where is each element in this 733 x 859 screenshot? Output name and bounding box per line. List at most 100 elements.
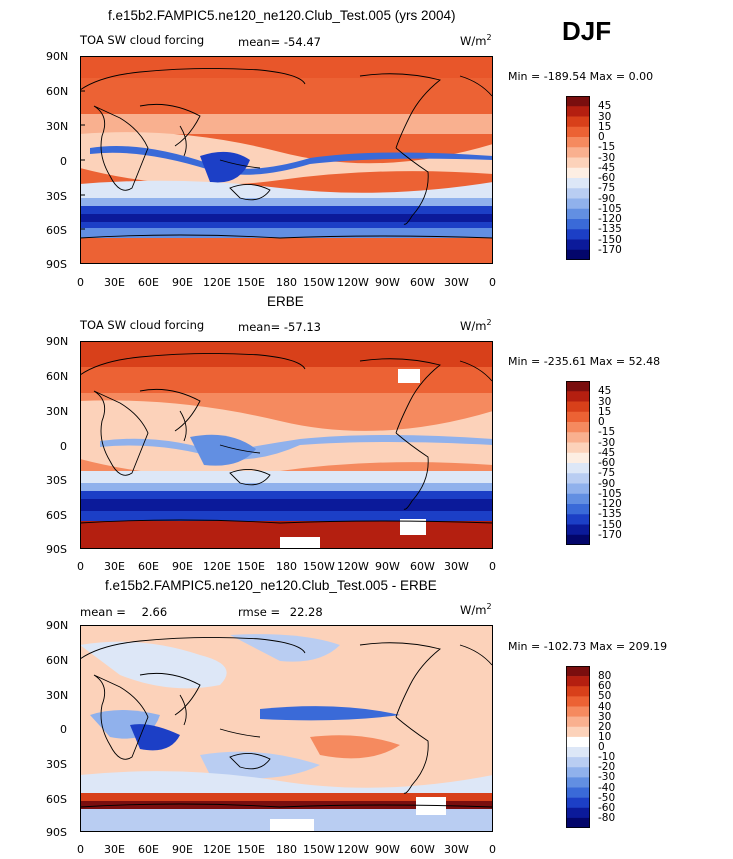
colorbar-frame xyxy=(566,96,590,260)
p2-lat-eq: 0 xyxy=(60,440,67,453)
p2-lon-120e: 120E xyxy=(203,560,231,573)
tropics-band xyxy=(80,400,493,476)
colorbar-swatch xyxy=(566,686,590,697)
units-exponent: 2 xyxy=(486,602,492,611)
colorbar-level-label: -15 xyxy=(598,141,616,154)
colorbar-level-label: -30 xyxy=(598,771,616,784)
p1-lat-30n: 30N xyxy=(46,120,69,133)
colorbar-level-label: -75 xyxy=(598,182,616,195)
storm-track-core xyxy=(80,499,493,511)
p1-lat-30s: 30S xyxy=(46,190,67,203)
panel2-colorbar xyxy=(566,381,590,545)
p1-lon-30e: 30E xyxy=(104,276,125,289)
p3-lon-60w: 60W xyxy=(410,843,435,856)
map-frame xyxy=(80,341,493,549)
panel1-range: Min = -189.54 Max = 0.00 xyxy=(508,70,654,83)
panel3-colorbar-swatches xyxy=(566,666,590,828)
p3-lon-150e: 150E xyxy=(237,843,265,856)
p1-lon-0-end: 0 xyxy=(489,276,496,289)
missing-data-weddell xyxy=(416,797,446,815)
arctic-band xyxy=(80,56,493,78)
p1-lon-0: 0 xyxy=(77,276,84,289)
colorbar-swatch xyxy=(566,157,590,169)
panel1-colorbar-svg xyxy=(566,96,590,260)
season-label: DJF xyxy=(562,16,612,46)
colorbar-swatch xyxy=(566,249,590,260)
missing-data-greenland xyxy=(398,369,420,383)
colorbar-level-label: -45 xyxy=(598,446,616,459)
colorbar-level-label: 45 xyxy=(598,385,612,398)
p1-lat-eq: 0 xyxy=(60,155,67,168)
colorbar-level-label: -120 xyxy=(598,213,622,225)
p3-lon-90e: 90E xyxy=(172,843,193,856)
colorbar-swatch xyxy=(566,463,590,474)
panel1-colorbar-swatches xyxy=(566,96,590,260)
units-text: W/m xyxy=(460,318,487,333)
p2-lon-90e: 90E xyxy=(172,560,193,573)
colorbar-swatch xyxy=(566,716,590,728)
colorbar-level-label: 40 xyxy=(598,700,612,713)
p1-lon-90w: 90W xyxy=(375,276,400,289)
p3-lon-60e: 60E xyxy=(138,843,159,856)
map-frame xyxy=(80,625,493,832)
colorbar-swatch xyxy=(566,473,590,484)
p1-lat-60s: 60S xyxy=(46,224,67,237)
colorbar-level-label: -170 xyxy=(598,243,622,256)
missing-data-ross xyxy=(270,819,314,832)
panel2-mean-value: -57.13 xyxy=(283,320,321,334)
colorbar-swatch xyxy=(566,676,590,687)
colorbar-swatch xyxy=(566,137,590,148)
maritime-continent xyxy=(190,434,256,466)
colorbar-swatch xyxy=(566,726,590,738)
colorbar-swatch xyxy=(566,432,590,443)
units-text: W/m xyxy=(460,602,487,617)
neg-patch-siberia xyxy=(230,634,340,662)
units-exponent: 2 xyxy=(486,318,492,327)
p3-lon-90w: 90W xyxy=(375,843,400,856)
panel3-colorbar xyxy=(566,666,590,828)
panel3-rmse-value: 22.28 xyxy=(289,605,323,619)
p3-lon-30e: 30E xyxy=(104,843,125,856)
colorbar-swatch xyxy=(566,178,590,189)
colorbar-swatch xyxy=(566,147,590,158)
panel2-mean: mean= -57.13 xyxy=(238,320,321,334)
p3-lat-60s: 60S xyxy=(46,793,67,806)
p2-lat-30s: 30S xyxy=(46,474,67,487)
panel2-map xyxy=(80,341,493,549)
p2-lat-90s: 90S xyxy=(46,543,67,556)
p1-lon-60w: 60W xyxy=(410,276,435,289)
storm-track-south xyxy=(80,228,493,238)
colorbar-swatch xyxy=(566,696,590,707)
colorbar-level-label: -60 xyxy=(598,801,616,814)
p2-lon-axis: 0 30E 60E 90E 120E 150E 180 150W 120W 90… xyxy=(0,560,733,574)
p3-lat-90n: 90N xyxy=(46,619,69,632)
p1-lon-180: 180 xyxy=(276,276,297,289)
panel3-colorbar-svg xyxy=(566,666,590,828)
colorbar-swatch xyxy=(566,106,590,117)
p3-lon-120w: 120W xyxy=(337,843,369,856)
colorbar-swatch xyxy=(566,116,590,128)
panel1-mean-label: mean= xyxy=(238,35,281,49)
midlat-band-n xyxy=(80,367,493,393)
colorbar-level-label: 30 xyxy=(598,395,612,408)
panel3-units: W/m2 xyxy=(460,602,492,617)
colorbar-swatch xyxy=(566,777,590,788)
colorbar-level-label: -20 xyxy=(598,761,616,774)
colorbar-frame xyxy=(566,666,590,828)
panel3-mean: mean = 2.66 xyxy=(80,605,167,619)
panel1-map-svg xyxy=(80,56,493,264)
colorbar-swatch xyxy=(566,198,590,210)
colorbar-swatch xyxy=(566,411,590,423)
p1-lon-150e: 150E xyxy=(237,276,265,289)
colorbar-level-label: -80 xyxy=(598,811,616,824)
colorbar-level-label: -50 xyxy=(598,791,616,804)
panel3-mean-label: mean = xyxy=(80,605,126,619)
panel1-colorbar xyxy=(566,96,590,260)
colorbar-level-label: -135 xyxy=(598,508,622,521)
colorbar-level-label: 10 xyxy=(598,730,612,743)
arctic-band xyxy=(80,341,493,367)
colorbar-swatch xyxy=(566,797,590,809)
p2-lon-0: 0 xyxy=(77,560,84,573)
p1-lon-90e: 90E xyxy=(172,276,193,289)
pos-patch-se-pacific xyxy=(310,735,400,759)
